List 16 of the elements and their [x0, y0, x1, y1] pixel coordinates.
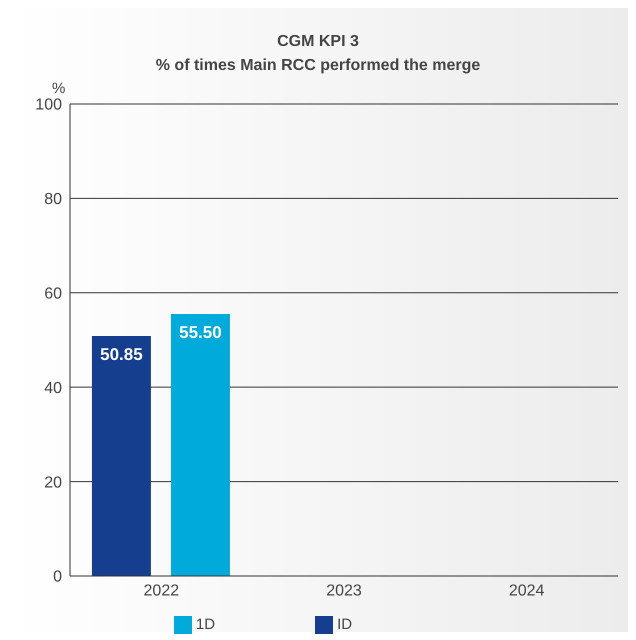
y-tick-label: 100 [35, 96, 62, 114]
x-tick-label: 2023 [326, 582, 362, 600]
x-tick-label: 2024 [508, 582, 545, 600]
legend-label: ID [337, 616, 352, 633]
y-axis-title: % [52, 80, 66, 97]
y-tick-label: 80 [44, 191, 62, 208]
legend-label: 1D [196, 616, 216, 633]
y-tick-label: 60 [44, 285, 62, 302]
data-label: 50.85 [100, 345, 143, 364]
y-tick-label: 0 [53, 568, 62, 586]
data-label: 55.50 [179, 323, 222, 342]
chart-title: CGM KPI 3 [276, 32, 360, 52]
y-tick-label: 40 [44, 380, 62, 397]
y-tick-label: 20 [44, 474, 62, 492]
x-tick-label: 2022 [144, 582, 180, 600]
chart-subtitle: % of times Main RCC performed the merge [154, 56, 482, 76]
